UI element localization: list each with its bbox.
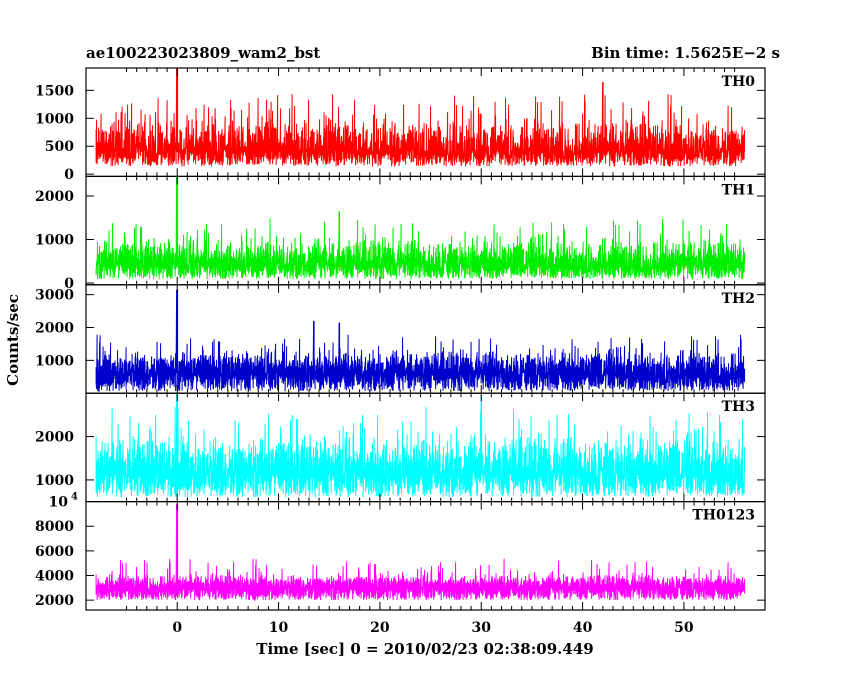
y-tick-label: 0 [64, 167, 74, 183]
x-axis-title: Time [sec] 0 = 2010/02/23 02:38:09.449 [256, 640, 593, 658]
series-line-th3 [95, 393, 746, 498]
y-top-exponent-power: 4 [71, 492, 78, 503]
x-tick-label: 30 [471, 620, 491, 636]
panel-frame [85, 501, 766, 611]
y-tick-label: 500 [45, 139, 74, 155]
x-tick-label: 10 [269, 620, 289, 636]
y-tick-label: 2000 [35, 189, 74, 205]
y-tick-label: 3000 [35, 288, 74, 304]
y-tick-label: 8000 [35, 519, 74, 535]
y-tick-label: 1000 [35, 111, 74, 127]
observation-title: ae100223023809_wam2_bst [86, 44, 320, 62]
y-tick-label: 6000 [35, 544, 74, 560]
y-tick-label: 2000 [35, 430, 74, 446]
panel-label-th1: TH1 [722, 182, 755, 198]
x-tick-label: 50 [674, 620, 694, 636]
panel-th0123: 2000 4000 6000 8000 10 4 TH0123 [35, 492, 766, 611]
series-line-th0123 [95, 504, 746, 602]
bin-time-label: Bin time: 1.5625E−2 s [591, 44, 780, 62]
x-tick-label: 0 [172, 620, 182, 636]
y-tick-label: 2000 [35, 593, 74, 609]
y-axis-title: Counts/sec [4, 294, 22, 386]
panel-label-th0: TH0 [722, 74, 756, 90]
panel-label-th0123: TH0123 [692, 508, 755, 524]
y-tick-label: 1000 [35, 353, 74, 369]
panel-th1: 0 1000 2000 TH1 [35, 175, 766, 292]
y-tick-label: 0 [64, 276, 74, 292]
series-line-th0 [95, 67, 746, 167]
series-line-th2 [95, 289, 746, 392]
panel-label-th3: TH3 [722, 399, 755, 415]
x-tick-label: 40 [573, 620, 593, 636]
panel-th3: 1000 2000 TH3 [35, 392, 766, 503]
y-tick-label: 2000 [35, 321, 74, 337]
panel-th2: 1000 2000 3000 TH2 [35, 284, 766, 394]
y-tick-label: 1000 [35, 233, 74, 249]
panel-label-th2: TH2 [722, 291, 755, 307]
y-tick-label: 1500 [35, 83, 74, 99]
panel-th0: 0 500 1000 1500 TH0 [35, 67, 766, 183]
y-top-exponent-label: 10 [49, 495, 69, 511]
y-tick-label: 1000 [35, 473, 74, 489]
x-tick-label: 20 [370, 620, 390, 636]
series-line-th1 [95, 176, 746, 280]
y-tick-label: 4000 [35, 569, 74, 585]
